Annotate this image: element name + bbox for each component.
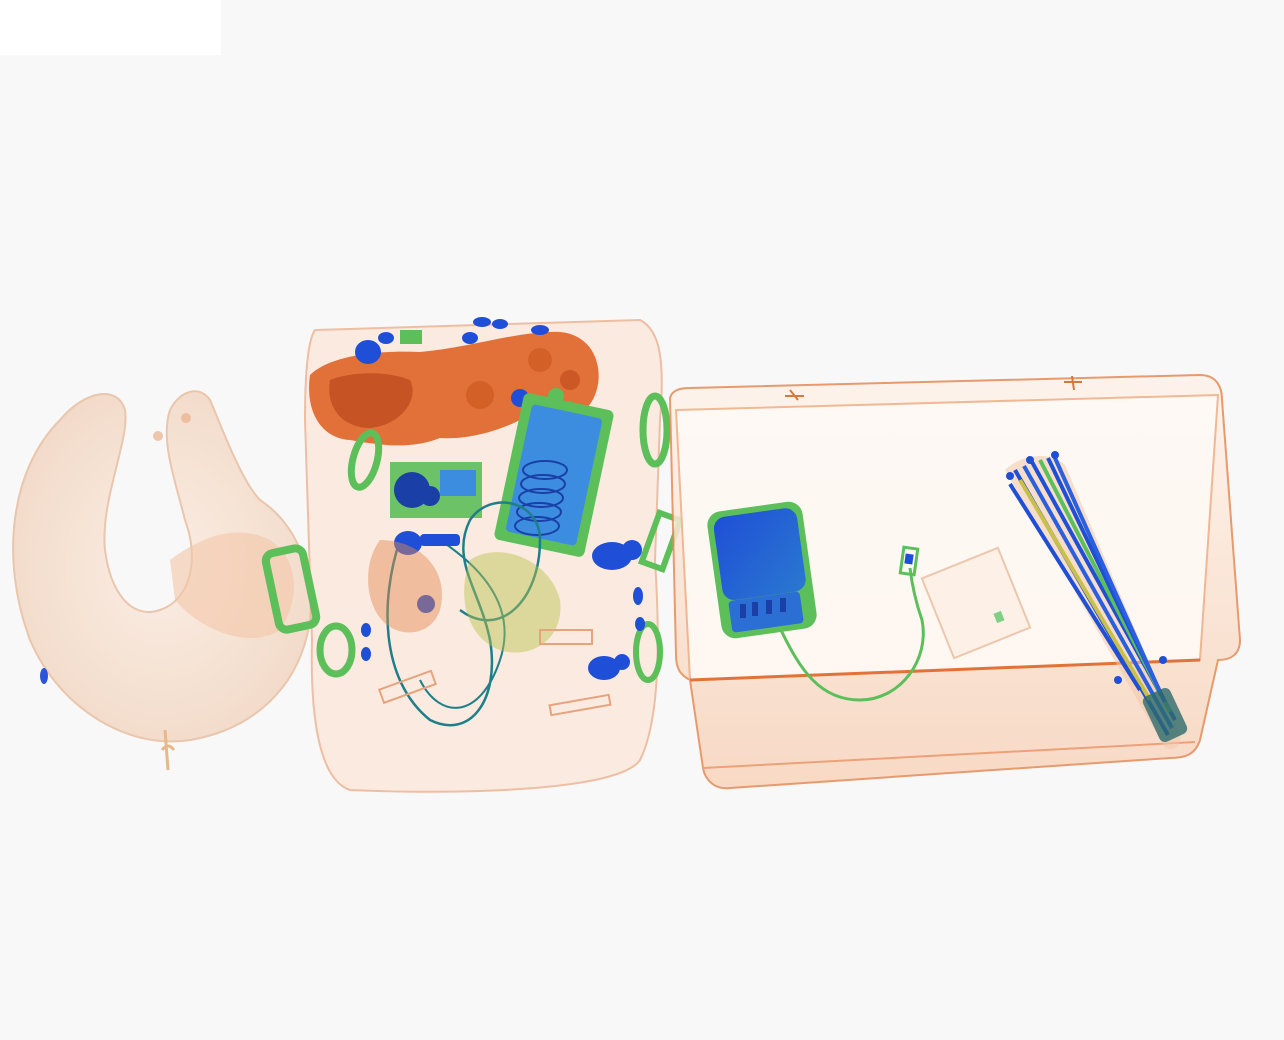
card — [920, 546, 1032, 660]
power-bank — [707, 501, 817, 639]
usb-cable — [778, 545, 925, 702]
corner-patch — [0, 0, 221, 55]
umbrella — [1005, 451, 1188, 750]
backpack — [261, 317, 685, 793]
